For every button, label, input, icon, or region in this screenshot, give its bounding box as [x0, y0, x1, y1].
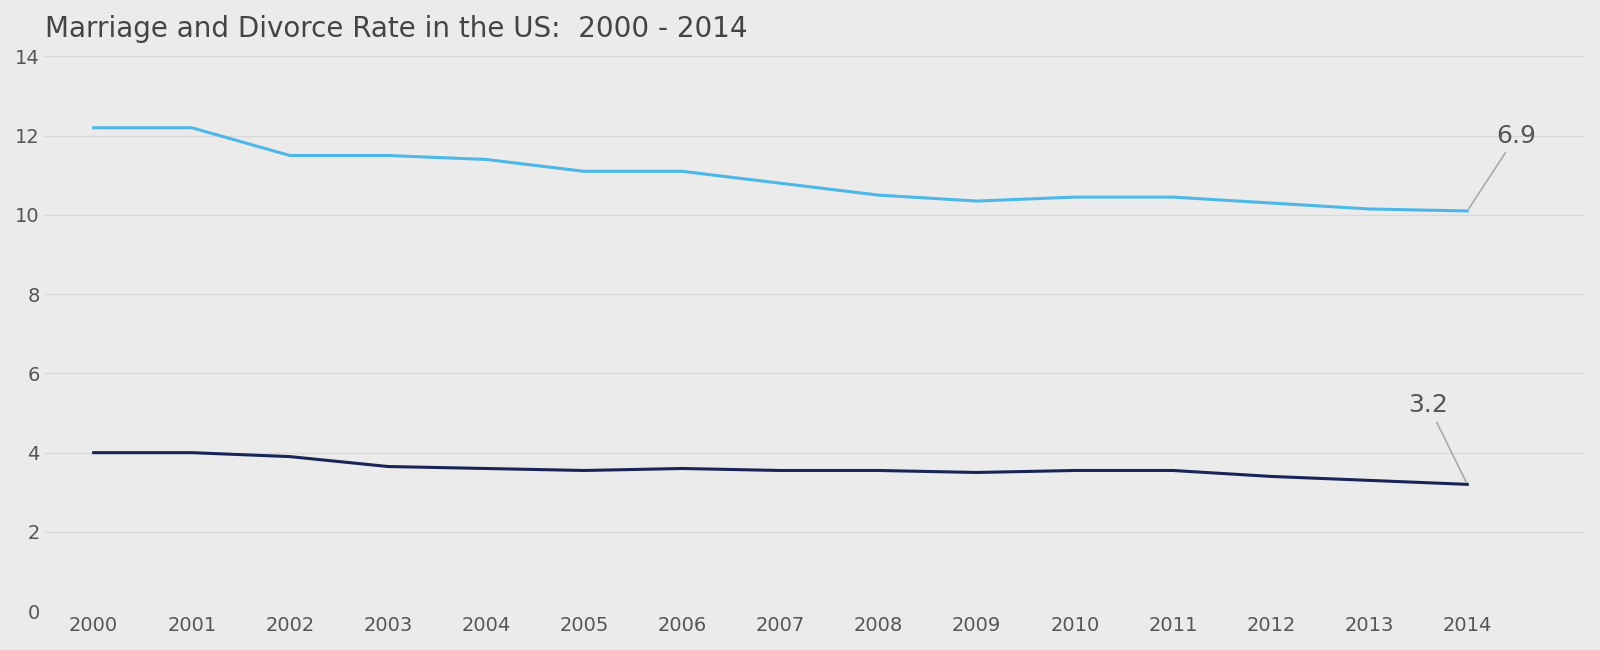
- Text: 6.9: 6.9: [1469, 124, 1536, 209]
- Text: 3.2: 3.2: [1408, 393, 1466, 482]
- Text: Marriage and Divorce Rate in the US:  2000 - 2014: Marriage and Divorce Rate in the US: 200…: [45, 15, 747, 43]
